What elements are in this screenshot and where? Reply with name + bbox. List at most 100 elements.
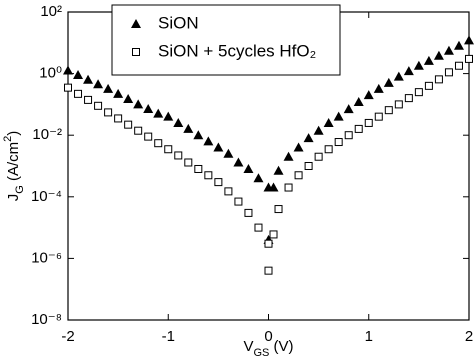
ylabel-part: G — [14, 185, 26, 194]
y-tick-label: 10⁻⁴ — [31, 188, 62, 205]
marker-triangle — [343, 104, 354, 114]
marker-triangle — [303, 133, 314, 143]
marker-triangle — [183, 123, 194, 133]
y-tick-label: 10⁻² — [32, 126, 62, 143]
marker-triangle — [73, 70, 84, 80]
marker-square — [334, 138, 343, 147]
ylabel-part: ) — [5, 131, 22, 136]
marker-square — [204, 171, 213, 180]
ylabel-part: J — [5, 194, 22, 202]
x-tick-label: -2 — [61, 328, 74, 345]
marker-triangle — [153, 108, 164, 118]
marker-triangle — [253, 173, 264, 183]
marker-triangle — [363, 90, 374, 100]
marker-square — [444, 68, 453, 77]
marker-square — [324, 145, 333, 154]
marker-square — [264, 266, 273, 275]
marker-square — [64, 83, 72, 92]
marker-triangle — [423, 55, 434, 65]
marker-square — [154, 139, 163, 148]
marker-triangle — [353, 96, 364, 106]
marker-square — [314, 152, 323, 161]
marker-square — [132, 48, 140, 56]
xlabel-part: GS — [253, 347, 269, 358]
ylabel-part: 2 — [2, 136, 14, 142]
marker-triangle — [83, 74, 94, 84]
marker-triangle — [123, 93, 134, 103]
legend-label: SiON — [158, 13, 199, 32]
marker-triangle — [403, 66, 414, 76]
marker-square — [264, 239, 273, 248]
marker-square — [304, 162, 313, 170]
marker-square — [214, 178, 223, 187]
x-tick-label: 2 — [465, 328, 473, 345]
marker-square — [184, 158, 193, 167]
marker-square — [94, 101, 103, 110]
marker-triangle — [273, 165, 284, 175]
marker-triangle — [293, 142, 304, 152]
marker-triangle — [443, 45, 454, 55]
marker-square — [364, 118, 373, 127]
ylabel: JG (A/cm2) — [2, 131, 26, 202]
marker-triangle — [113, 88, 124, 98]
marker-triangle — [333, 111, 344, 121]
marker-triangle — [93, 79, 104, 89]
marker-triangle — [393, 71, 404, 81]
marker-square — [104, 108, 113, 117]
marker-square — [274, 205, 283, 214]
marker-square — [454, 61, 463, 70]
marker-square — [244, 208, 253, 217]
marker-square — [394, 100, 403, 109]
marker-triangle — [203, 136, 214, 146]
marker-triangle — [63, 65, 73, 75]
marker-triangle — [143, 103, 154, 113]
marker-square — [465, 54, 473, 63]
marker-square — [384, 106, 393, 115]
marker-triangle — [163, 111, 174, 121]
ylabel-part: (A/cm — [5, 142, 22, 185]
marker-square — [174, 151, 183, 160]
marker-square — [354, 124, 363, 133]
x-tick-label: 1 — [365, 328, 373, 345]
marker-triangle — [464, 35, 474, 45]
marker-triangle — [268, 182, 279, 192]
y-tick-label: 10² — [40, 3, 62, 20]
marker-square — [134, 126, 143, 135]
marker-triangle — [433, 50, 444, 60]
marker-square — [254, 223, 263, 232]
marker-triangle — [413, 60, 424, 70]
marker-triangle — [243, 163, 254, 173]
marker-triangle — [193, 130, 204, 140]
marker-square — [294, 171, 303, 180]
marker-square — [404, 94, 413, 103]
marker-triangle — [323, 117, 334, 127]
marker-triangle — [453, 40, 464, 50]
marker-triangle — [173, 117, 184, 127]
legend-label: SiON + 5cycles HfO₂ — [158, 41, 316, 60]
y-tick-label: 10⁰ — [39, 65, 62, 82]
xlabel-part: (V) — [269, 338, 293, 355]
marker-square — [234, 197, 243, 206]
marker-triangle — [373, 83, 384, 93]
marker-triangle — [103, 83, 114, 93]
marker-square — [284, 183, 293, 192]
marker-square — [434, 75, 443, 84]
marker-square — [84, 95, 93, 104]
marker-triangle — [213, 142, 224, 152]
marker-triangle — [283, 151, 294, 161]
legend-box — [111, 4, 341, 76]
marker-triangle — [313, 125, 324, 135]
marker-square — [344, 131, 353, 140]
marker-square — [74, 89, 83, 98]
marker-triangle — [223, 148, 234, 158]
marker-square — [414, 88, 423, 97]
xlabel: VGS (V) — [243, 338, 293, 358]
xlabel-part: V — [243, 338, 253, 355]
marker-square — [124, 120, 133, 129]
x-tick-label: 0 — [264, 328, 272, 345]
marker-square — [144, 132, 153, 141]
marker-square — [424, 81, 433, 90]
marker-triangle — [131, 19, 141, 28]
legend: SiON SiON + 5cycles HfO₂ — [111, 4, 341, 76]
